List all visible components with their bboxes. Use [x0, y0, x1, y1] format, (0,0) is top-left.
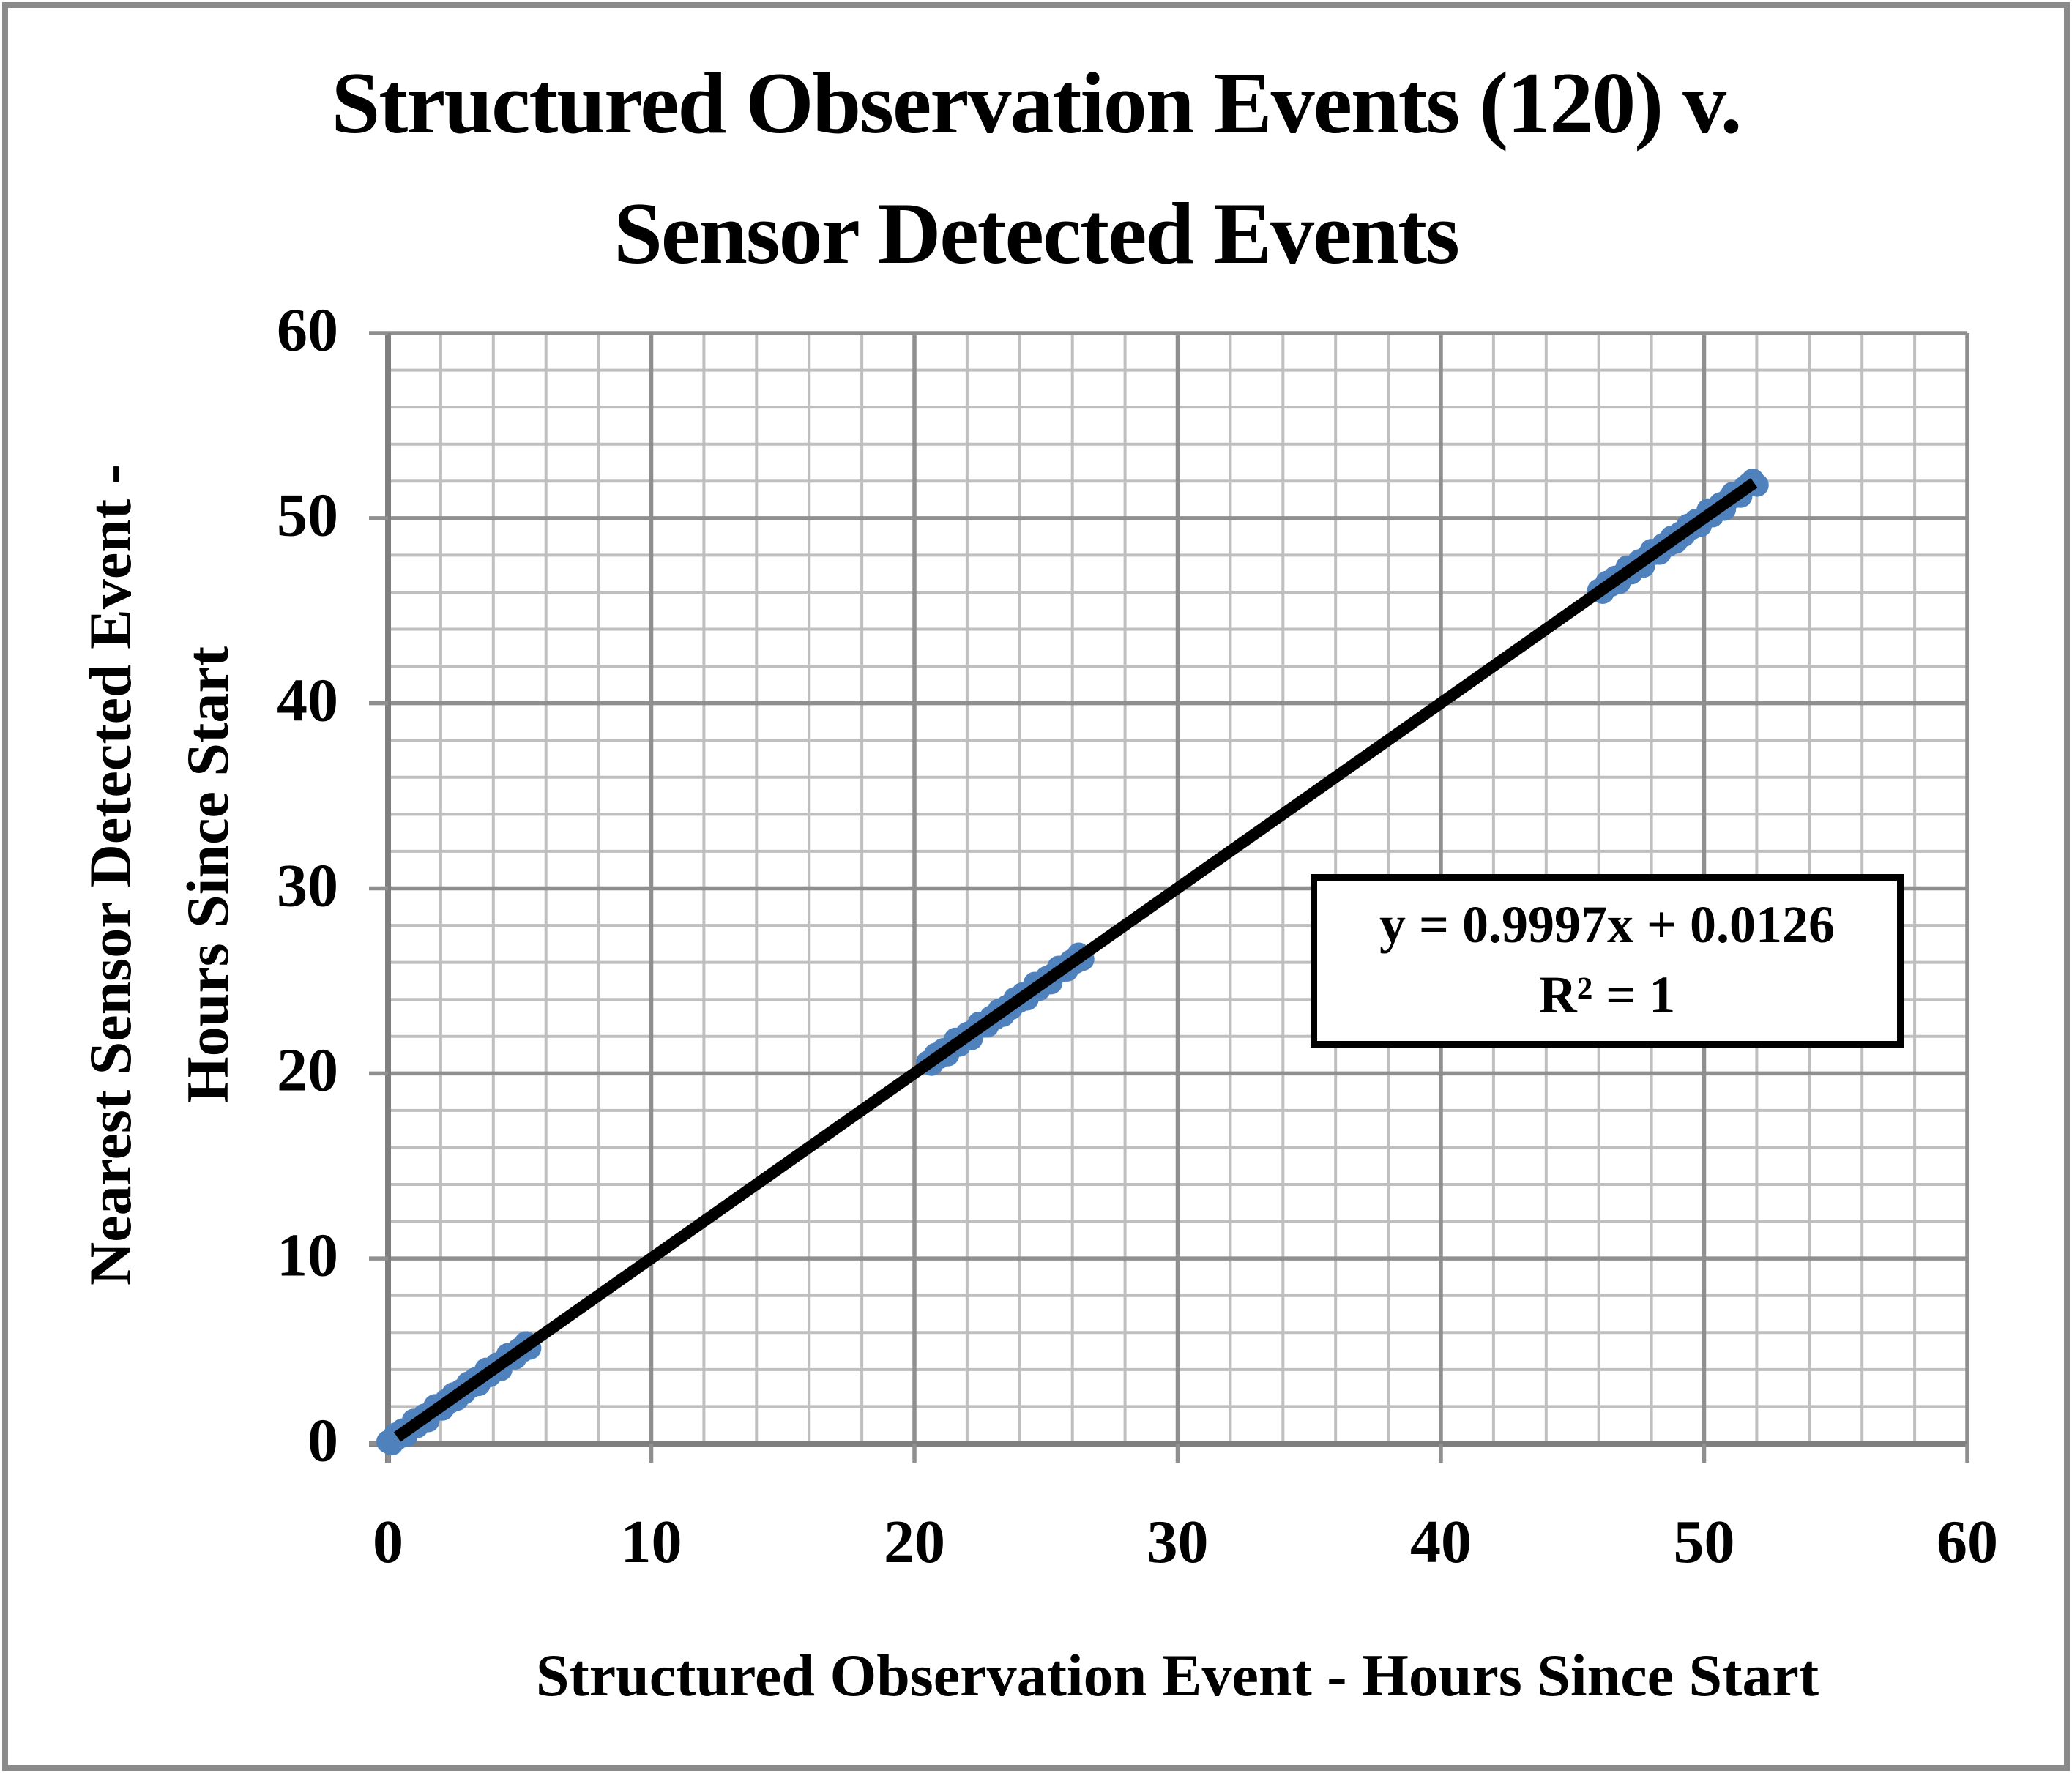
y-axis-title-line-2: Hours Since Start: [174, 646, 241, 1104]
trendline-line: [393, 477, 1758, 1442]
y-tick-label-0: 0: [308, 1406, 338, 1475]
x-tick-label-10: 10: [620, 1508, 682, 1576]
axis-lines: [369, 333, 1967, 1463]
y-tick-label-20: 20: [277, 1036, 338, 1105]
x-tick-label-40: 40: [1410, 1508, 1472, 1576]
y-tick-label-40: 40: [277, 666, 338, 735]
x-axis-title: Structured Observation Event - Hours Sin…: [535, 1642, 1819, 1709]
y-tick-label-30: 30: [277, 851, 338, 920]
y-tick-label-60: 60: [277, 296, 338, 365]
y-axis-title: Nearest Sensor Detected Event - Hours Si…: [62, 464, 257, 1285]
x-tick-label-50: 50: [1673, 1508, 1735, 1576]
chart-title-line-1: Structured Observation Events (120) v.: [331, 54, 1742, 152]
trendline-r-squared: R² = 1: [1538, 966, 1676, 1025]
trendline-equation-box: y = 0.9997x + 0.0126 R² = 1: [1311, 874, 1904, 1048]
x-tick-label-60: 60: [1937, 1508, 1998, 1576]
x-tick-label-0: 0: [373, 1508, 403, 1576]
chart-title-line-2: Sensor Detected Events: [614, 184, 1460, 282]
y-tick-label-10: 10: [277, 1221, 338, 1290]
x-tick-label-20: 20: [884, 1508, 945, 1576]
trendline: [393, 477, 1758, 1442]
y-tick-label-50: 50: [277, 481, 338, 550]
chart-title: Structured Observation Events (120) v. S…: [0, 38, 2072, 298]
trendline-equation: y = 0.9997x + 0.0126: [1379, 895, 1836, 954]
x-tick-label-30: 30: [1147, 1508, 1209, 1576]
y-axis-title-line-1: Nearest Sensor Detected Event -: [77, 464, 144, 1285]
